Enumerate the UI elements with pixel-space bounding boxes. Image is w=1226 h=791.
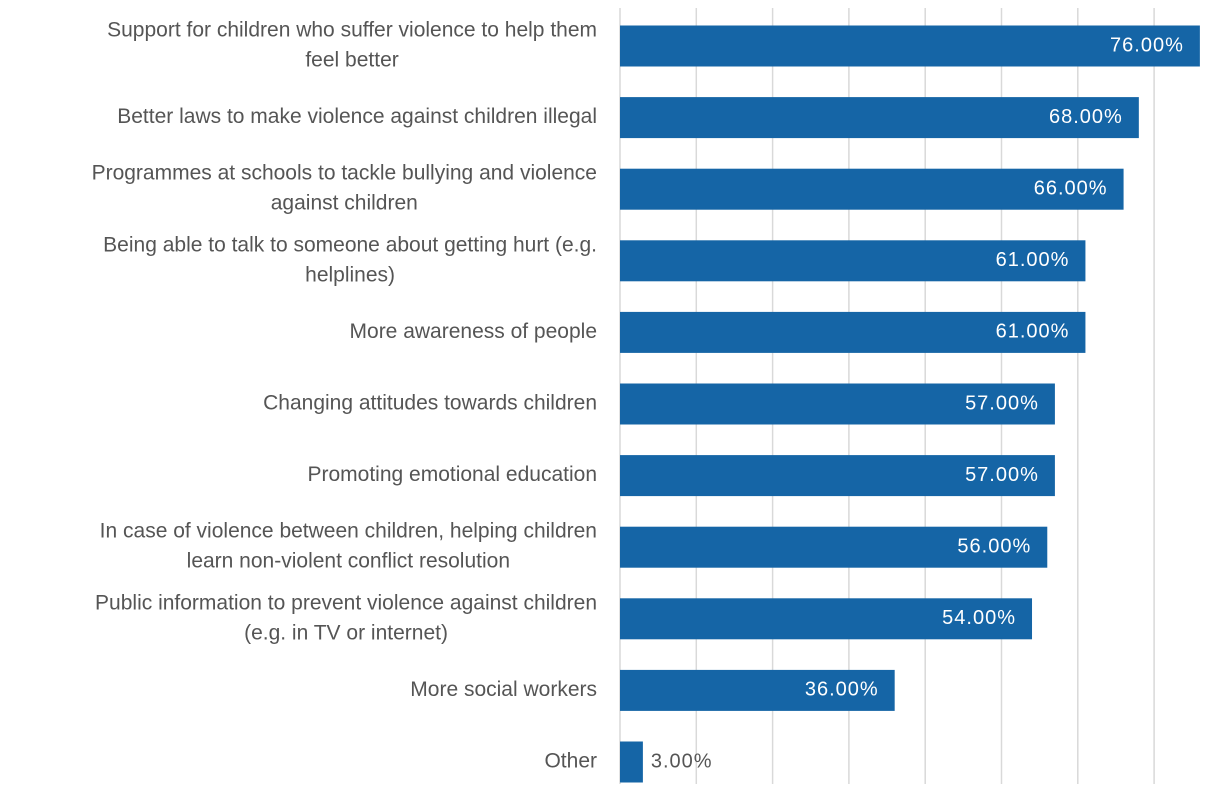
data-label: 57.00% [965,464,1039,486]
category-label: Programmes at schools to tackle bullying… [92,162,597,215]
bar [620,240,1086,282]
category-label: Better laws to make violence against chi… [117,105,597,128]
bar [620,455,1055,497]
bar [620,741,643,783]
category-label: More awareness of people [350,320,597,343]
bar [620,97,1139,139]
data-label: 61.00% [996,321,1070,343]
data-label: 68.00% [1049,106,1123,128]
category-label: Other [544,750,597,773]
category-labels: Support for children who suffer violence… [92,19,597,773]
data-label: 54.00% [942,607,1016,629]
data-label: 66.00% [1034,177,1108,199]
category-label: Being able to talk to someone about gett… [103,233,597,286]
data-label: 57.00% [965,392,1039,414]
bar [620,669,895,711]
data-label: 36.00% [805,679,879,701]
bar [620,383,1055,425]
data-label: 56.00% [957,535,1031,557]
category-label: More social workers [410,678,597,701]
category-label: Public information to prevent violence a… [95,591,597,644]
category-label: Changing attitudes towards children [263,392,597,415]
bar [620,25,1200,67]
bars [620,25,1200,783]
category-label: Support for children who suffer violence… [107,19,597,72]
data-label: 61.00% [996,249,1070,271]
bar [620,311,1086,353]
bar [620,598,1033,640]
bar [620,168,1124,210]
category-label: Promoting emotional education [307,463,597,486]
data-label: 76.00% [1110,34,1184,56]
data-label: 3.00% [651,750,713,772]
bar [620,526,1048,568]
category-label: In case of violence between children, he… [100,520,597,573]
data-labels: 76.00% 68.00% 66.00% 61.00% 61.00% 57.00% 57.0… [651,34,1184,772]
